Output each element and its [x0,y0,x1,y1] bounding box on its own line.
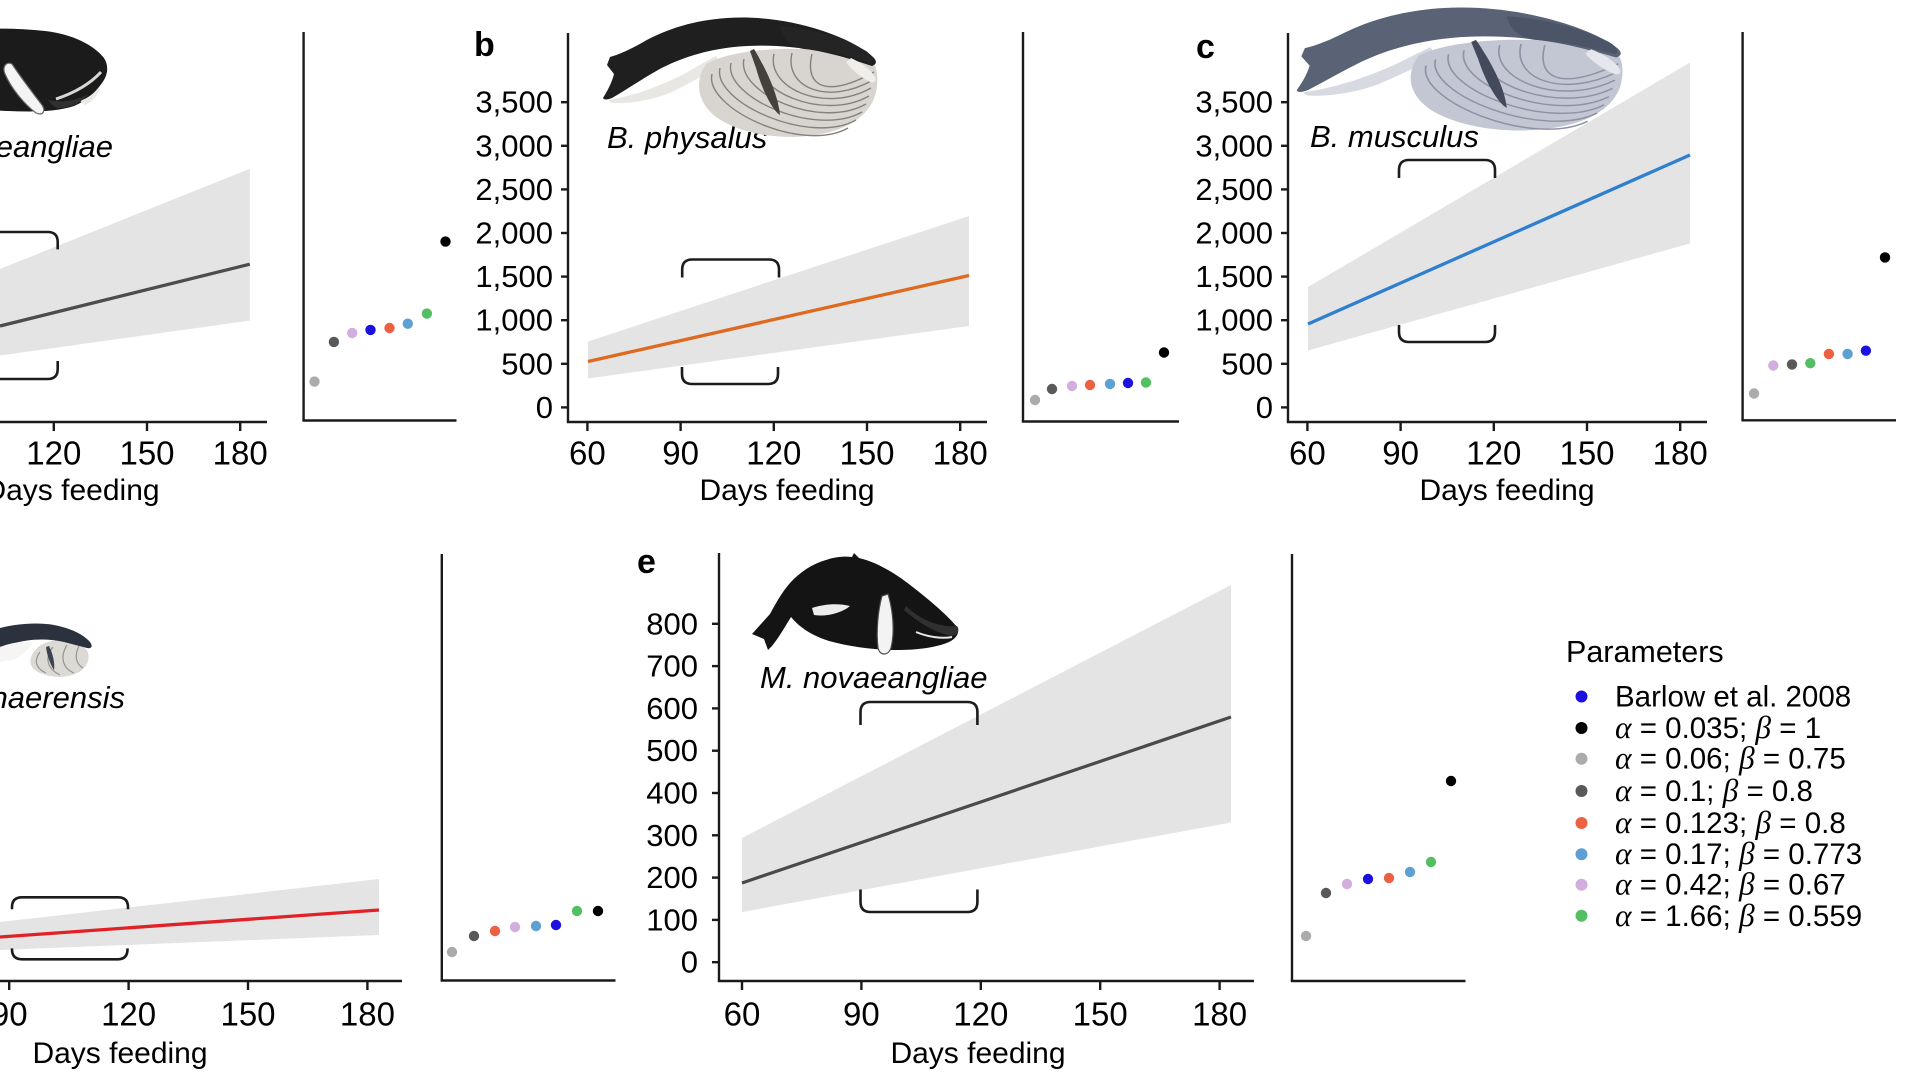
svg-text:800: 800 [646,606,698,641]
svg-text:Days feeding: Days feeding [699,474,874,507]
svg-text:200: 200 [646,860,698,895]
svg-text:150: 150 [1559,435,1614,472]
svg-text:180: 180 [1192,996,1247,1033]
svg-text:B. bonaerensis: B. bonaerensis [0,680,125,715]
svg-text:120: 120 [26,435,81,472]
svg-text:Days feeding: Days feeding [32,1037,207,1070]
svg-text:2,500: 2,500 [1195,172,1273,207]
svg-text:180: 180 [340,996,395,1033]
svg-text:0: 0 [1256,390,1273,425]
svg-text:180: 180 [933,435,988,472]
svg-text:150: 150 [220,996,275,1033]
svg-text:B. musculus: B. musculus [1310,119,1479,154]
svg-text:e: e [637,543,656,581]
svg-text:0: 0 [536,390,553,425]
svg-text:c: c [1196,28,1215,66]
svg-text:M. novaeangliae: M. novaeangliae [760,660,988,695]
svg-text:90: 90 [0,996,28,1033]
svg-text:120: 120 [1466,435,1521,472]
svg-text:α = 0.1; β = 0.8: α = 0.1; β = 0.8 [1615,773,1813,808]
svg-text:α = 1.66; β = 0.559: α = 1.66; β = 0.559 [1615,898,1862,933]
svg-text:150: 150 [119,435,174,472]
svg-text:3,000: 3,000 [475,128,553,163]
svg-text:Days feeding: Days feeding [0,474,160,507]
svg-text:600: 600 [646,691,698,726]
svg-text:α = 0.035; β = 1: α = 0.035; β = 1 [1615,710,1821,745]
svg-text:150: 150 [1073,996,1128,1033]
svg-text:120: 120 [953,996,1008,1033]
svg-text:180: 180 [1653,435,1708,472]
svg-text:60: 60 [724,996,761,1033]
svg-text:2,000: 2,000 [475,216,553,251]
svg-text:3,500: 3,500 [475,85,553,120]
svg-text:0: 0 [681,945,698,980]
svg-text:α = 0.06; β = 0.75: α = 0.06; β = 0.75 [1615,741,1846,776]
svg-text:M. novaeangliae: M. novaeangliae [0,129,113,164]
svg-text:150: 150 [839,435,894,472]
svg-text:700: 700 [646,649,698,684]
svg-text:120: 120 [101,996,156,1033]
svg-text:500: 500 [501,346,553,381]
svg-text:400: 400 [646,776,698,811]
svg-text:α = 0.123; β = 0.8: α = 0.123; β = 0.8 [1615,805,1846,840]
svg-text:1,500: 1,500 [475,259,553,294]
svg-text:60: 60 [1289,435,1326,472]
svg-text:α = 0.17; β = 0.773: α = 0.17; β = 0.773 [1615,836,1862,871]
svg-text:90: 90 [843,996,880,1033]
svg-text:60: 60 [569,435,606,472]
svg-text:α = 0.42; β = 0.67: α = 0.42; β = 0.67 [1615,867,1846,902]
svg-text:b: b [474,26,495,64]
svg-text:Days feeding: Days feeding [1419,474,1594,507]
svg-text:1,000: 1,000 [1195,303,1273,338]
svg-text:2,000: 2,000 [1195,216,1273,251]
svg-text:3,500: 3,500 [1195,85,1273,120]
svg-text:90: 90 [1382,435,1419,472]
svg-text:300: 300 [646,818,698,853]
svg-text:100: 100 [646,902,698,937]
svg-text:500: 500 [1221,346,1273,381]
svg-text:2,500: 2,500 [475,172,553,207]
svg-text:500: 500 [646,733,698,768]
svg-text:Barlow et al. 2008: Barlow et al. 2008 [1615,681,1851,714]
svg-text:Days feeding: Days feeding [890,1037,1065,1070]
svg-text:1,500: 1,500 [1195,259,1273,294]
svg-text:180: 180 [213,435,268,472]
svg-text:120: 120 [746,435,801,472]
svg-text:1,000: 1,000 [475,303,553,338]
svg-text:90: 90 [662,435,699,472]
svg-text:3,000: 3,000 [1195,128,1273,163]
svg-text:Parameters: Parameters [1566,635,1724,669]
